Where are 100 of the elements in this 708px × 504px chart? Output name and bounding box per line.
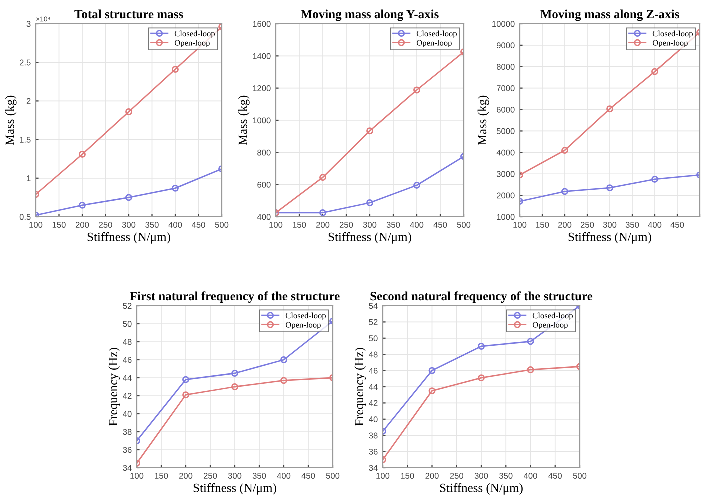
x-tick-label: 100	[514, 222, 527, 228]
point	[414, 86, 420, 94]
point	[562, 147, 568, 154]
y-axis-title: Mass (kg)	[238, 96, 250, 146]
point	[478, 374, 485, 382]
legend-label: Closed-loop	[286, 312, 326, 320]
legend-label: Open-loop	[286, 322, 321, 330]
legend-label: Closed-loop	[174, 30, 216, 38]
y-tick-label: 0.5	[20, 214, 31, 220]
point	[478, 343, 485, 350]
point	[527, 366, 534, 374]
x-tick-label: 250	[340, 222, 354, 228]
x-tick-label: 400	[410, 222, 424, 228]
y-tick-label: 52	[369, 319, 378, 326]
y-tick-label: 38	[123, 429, 132, 436]
x-tick-label: 350	[626, 222, 640, 228]
y-tick-label: 5000	[496, 128, 515, 134]
x-tick-label: 200	[316, 222, 330, 228]
x-tick-label: 400	[648, 222, 662, 228]
point	[79, 150, 86, 158]
y-tick-label: 6000	[497, 106, 515, 113]
x-tick-label: 450	[548, 473, 562, 479]
y-tick-label: 46	[369, 368, 378, 374]
y-tick-label: 400	[257, 214, 271, 220]
x-tick-label: 300	[363, 222, 377, 228]
legend-label: Closed-loop	[652, 30, 694, 38]
y-tick-label: 7000	[497, 86, 515, 92]
y-tick-label: 1400	[253, 53, 271, 60]
x-tick-label: 250	[204, 473, 218, 479]
y-tick-label: 8000	[496, 64, 515, 70]
y-tick-label: 2.5	[20, 60, 31, 66]
y-tick-label: 3	[26, 21, 31, 28]
y-tick-label: 1000	[253, 118, 271, 124]
point	[79, 202, 86, 209]
y-tick-label: 36	[123, 447, 132, 454]
point	[652, 176, 658, 183]
x-tick-label: 350	[252, 473, 266, 479]
x-tick-label: 250	[580, 222, 594, 228]
x-tick-label: 400	[168, 222, 182, 228]
y-axis-title: Frequency (Hz)	[108, 348, 120, 426]
x-tick-label: 150	[155, 473, 168, 479]
y-tick-label: 48	[369, 352, 378, 358]
point	[172, 66, 179, 74]
y-tick-label: 1000	[497, 214, 515, 220]
x-tick-label: 100	[376, 473, 390, 479]
x-tick-label: 450	[302, 473, 316, 479]
x-tick-label: 300	[603, 222, 617, 228]
x-axis-title: Stiffness (N/μm)	[194, 483, 276, 495]
x-tick-label: 200	[558, 222, 572, 228]
legend-label: Open-loop	[652, 40, 688, 48]
y-tick-label: 54	[369, 303, 378, 310]
point	[182, 376, 190, 384]
x-tick-label: 150	[293, 222, 306, 228]
y-tick-label: 9000	[496, 42, 515, 49]
x-axis-title: Stiffness (N/μm)	[328, 232, 412, 244]
y-tick-label: 10000	[492, 21, 515, 28]
y-tick-label: 44	[123, 375, 132, 382]
y-axis-title: Mass (kg)	[5, 96, 17, 146]
y-axis-title: Mass (kg)	[478, 96, 490, 146]
point	[562, 188, 568, 196]
y-tick-label: 4000	[496, 150, 515, 156]
x-tick-label: 400	[524, 473, 538, 479]
x-tick-label: 400	[277, 473, 291, 479]
point	[280, 356, 288, 364]
point	[428, 388, 436, 395]
x-tick-label: 100	[130, 473, 144, 479]
x-tick-label: 300	[122, 222, 136, 228]
point	[527, 338, 534, 346]
y-tick-label: 36	[369, 449, 378, 455]
x-tick-label: 350	[499, 473, 513, 479]
chart-title: Moving mass along Z-axis	[540, 10, 680, 22]
x-tick-label: 150	[536, 222, 550, 228]
x-tick-label: 100	[270, 222, 283, 228]
x-tick-label: 500	[215, 222, 229, 228]
y-tick-label: 3000	[496, 171, 515, 178]
x-axis-title: Stiffness (N/μm)	[88, 232, 170, 244]
legend-label: Closed-loop	[532, 312, 574, 320]
point	[232, 370, 238, 377]
point	[126, 194, 132, 202]
point	[172, 184, 179, 192]
legend-label: Open-loop	[174, 40, 210, 48]
y-tick-label: 50	[369, 336, 378, 342]
y-tick-label: 1600	[253, 21, 271, 28]
y-tick-label: 50	[123, 321, 132, 328]
y-tick-label: 34	[369, 465, 378, 472]
y-tick-label: 1.5	[20, 137, 31, 143]
x-tick-label: 200	[179, 473, 193, 479]
y-tick-label: 42	[369, 400, 378, 406]
y-tick-label: 800	[258, 150, 271, 156]
x-tick-label: 100	[30, 222, 43, 228]
y-tick-label: 42	[123, 393, 132, 400]
point	[320, 174, 326, 182]
x-tick-label: 350	[386, 222, 400, 228]
x-tick-label: 150	[401, 473, 414, 479]
chart-title: Total structure mass	[74, 10, 184, 19]
point	[182, 392, 190, 399]
x-tick-label: 200	[76, 222, 90, 228]
point	[126, 108, 132, 116]
point	[414, 182, 420, 189]
point	[652, 68, 658, 76]
